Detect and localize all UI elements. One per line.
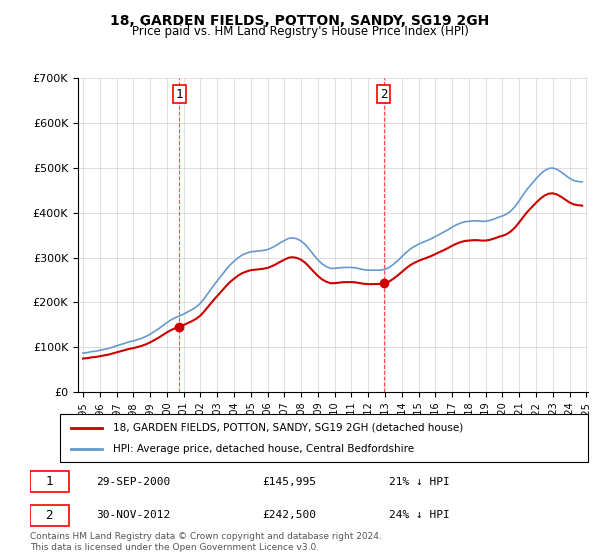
FancyBboxPatch shape — [60, 414, 588, 462]
Text: £145,995: £145,995 — [262, 477, 316, 487]
Text: 30-NOV-2012: 30-NOV-2012 — [96, 510, 170, 520]
Text: Contains HM Land Registry data © Crown copyright and database right 2024.
This d: Contains HM Land Registry data © Crown c… — [30, 532, 382, 552]
Text: 18, GARDEN FIELDS, POTTON, SANDY, SG19 2GH: 18, GARDEN FIELDS, POTTON, SANDY, SG19 2… — [110, 14, 490, 28]
Text: HPI: Average price, detached house, Central Bedfordshire: HPI: Average price, detached house, Cent… — [113, 444, 414, 454]
FancyBboxPatch shape — [30, 472, 68, 492]
Text: 1: 1 — [176, 88, 183, 101]
FancyBboxPatch shape — [30, 505, 68, 525]
Text: 29-SEP-2000: 29-SEP-2000 — [96, 477, 170, 487]
Text: 24% ↓ HPI: 24% ↓ HPI — [389, 510, 449, 520]
Text: £242,500: £242,500 — [262, 510, 316, 520]
Text: 21% ↓ HPI: 21% ↓ HPI — [389, 477, 449, 487]
Text: 2: 2 — [46, 508, 53, 522]
Text: Price paid vs. HM Land Registry's House Price Index (HPI): Price paid vs. HM Land Registry's House … — [131, 25, 469, 38]
Text: 2: 2 — [380, 88, 388, 101]
Text: 18, GARDEN FIELDS, POTTON, SANDY, SG19 2GH (detached house): 18, GARDEN FIELDS, POTTON, SANDY, SG19 2… — [113, 423, 463, 433]
Text: 1: 1 — [46, 475, 53, 488]
